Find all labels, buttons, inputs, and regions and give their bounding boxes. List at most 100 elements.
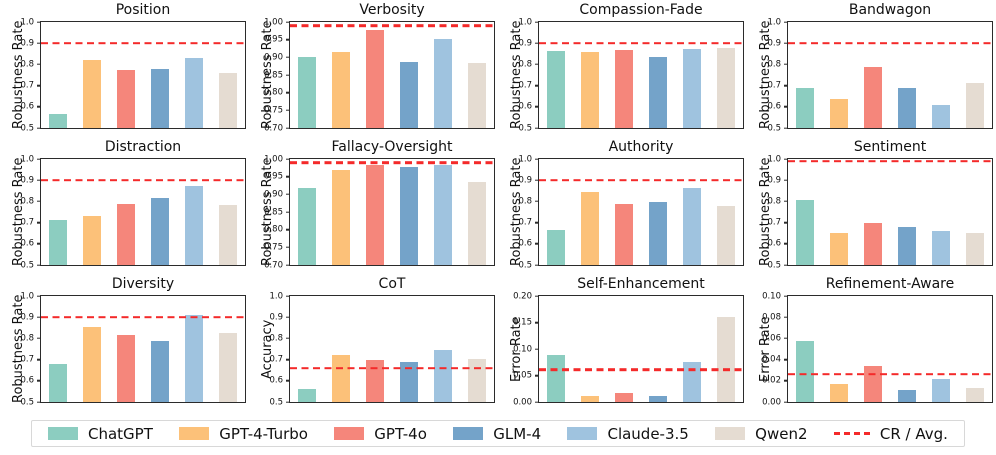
chart-title: Diversity	[111, 276, 175, 292]
bar-slot-qwen2	[211, 22, 245, 128]
y-tick-label: 1.0	[20, 290, 34, 301]
subplot-bandwagon: Bandwagon Robustness Rate 0.5 0.6 0.7 0.8 0.9 1…	[747, 0, 996, 137]
legend-label: GPT-4o	[374, 424, 427, 443]
y-tick-mark	[286, 295, 290, 297]
y-tick-mark	[286, 193, 290, 196]
y-tick-label: 0.8	[518, 59, 532, 70]
y-tick-mark	[286, 228, 290, 231]
y-tick-label: 0.06	[762, 333, 781, 344]
bar-chatgpt	[547, 355, 565, 402]
y-tick-mark	[286, 158, 290, 160]
bars-group	[539, 159, 743, 265]
bar-gpt-4o	[615, 393, 633, 402]
bar-gpt-4o	[366, 30, 384, 128]
y-tick-label: 0.00	[762, 396, 781, 407]
y-tick-mark	[286, 56, 290, 59]
bars-group	[539, 22, 743, 128]
bar-slot-glm-4	[890, 296, 924, 402]
plot-area: 0.5 0.6 0.7 0.8 0.9 1.0	[269, 292, 495, 406]
y-tick-label: 1.0	[767, 153, 781, 164]
bar-slot-gpt-4o	[607, 22, 641, 128]
y-tick-label: 1.0	[269, 290, 283, 301]
y-tick-mark	[784, 84, 788, 87]
subplot-sentiment: Sentiment Robustness Rate 0.5 0.6 0.7 0.8 0.9 1…	[747, 137, 996, 274]
plot-area: 0.5 0.6 0.7 0.8 0.9 1.0	[20, 292, 246, 406]
y-tick-mark	[37, 106, 41, 108]
y-tick-mark	[784, 106, 788, 108]
bar-slot-chatgpt	[290, 296, 324, 402]
y-tick-mark	[286, 337, 290, 340]
y-tick-mark	[535, 374, 539, 377]
bar-slot-glm-4	[143, 22, 177, 128]
bar-slot-glm-4	[890, 159, 924, 265]
y-tick-label: 0.8	[767, 196, 781, 207]
y-tick-label: 0.6	[20, 101, 34, 112]
y-tick-mark	[286, 358, 290, 361]
bar-slot-claude-3-5	[177, 159, 211, 265]
bar-slot-gpt-4-turbo	[75, 22, 109, 128]
plot-area: 0.00 0.02 0.04 0.06 0.08 0.10	[762, 292, 993, 406]
y-tick-mark	[37, 63, 41, 66]
reference-dashed-line	[539, 42, 743, 45]
bar-slot-qwen2	[709, 22, 743, 128]
bar-slot-qwen2	[211, 159, 245, 265]
y-tick-mark	[286, 21, 290, 23]
subplot-fallacy-oversight: Fallacy-Oversight Robustness Rate 0.70 0.75…	[249, 137, 498, 274]
y-tick-mark	[784, 264, 788, 266]
y-tick-label: 0.95	[264, 171, 283, 182]
bar-slot-chatgpt	[539, 159, 573, 265]
bar-slot-claude-3-5	[675, 296, 709, 402]
bar-slot-chatgpt	[788, 22, 822, 128]
y-tick-label: 0.00	[513, 396, 532, 407]
bar-slot-qwen2	[958, 22, 992, 128]
bar-slot-gpt-4o	[607, 159, 641, 265]
legend-item-glm-4: GLM-4	[453, 425, 541, 443]
y-tick-label: 0.5	[20, 396, 34, 407]
y-tick-label: 0.75	[264, 242, 283, 253]
subplot-compassion-fade: Compassion-Fade Robustness Rate 0.5 0.6 0.7 0…	[498, 0, 747, 137]
y-tick-mark	[535, 63, 539, 66]
y-tick-label: 0.8	[518, 196, 532, 207]
bar-slot-chatgpt	[788, 296, 822, 402]
y-tick-label: 0.8	[20, 196, 34, 207]
bar-gpt-4-turbo	[581, 52, 599, 128]
bar-qwen2	[219, 72, 237, 128]
y-tick-label: 0.9	[20, 174, 34, 185]
y-tick-mark	[784, 42, 788, 44]
bar-gpt-4-turbo	[332, 355, 350, 402]
bar-gpt-4o	[864, 66, 882, 128]
bar-slot-claude-3-5	[675, 22, 709, 128]
legend-swatch-icon	[715, 427, 746, 440]
y-tick-label: 0.6	[518, 238, 532, 249]
bar-slot-gpt-4-turbo	[573, 296, 607, 402]
y-tick-mark	[784, 380, 788, 382]
y-tick-mark	[535, 221, 539, 224]
bar-claude-3-5	[932, 104, 950, 128]
y-tick-mark	[37, 264, 41, 266]
bar-claude-3-5	[932, 231, 950, 265]
bar-qwen2	[966, 388, 984, 402]
subplot-position: Position Robustness Rate 0.5 0.6 0.7 0.8 0.9 1.…	[0, 0, 249, 137]
bar-slot-qwen2	[460, 22, 494, 128]
bar-slot-chatgpt	[41, 22, 75, 128]
bar-glm-4	[400, 61, 418, 128]
bar-qwen2	[468, 181, 486, 265]
y-tick-mark	[535, 200, 539, 203]
bar-qwen2	[468, 63, 486, 128]
bar-slot-claude-3-5	[426, 22, 460, 128]
bar-slot-claude-3-5	[924, 22, 958, 128]
bar-slot-glm-4	[641, 159, 675, 265]
plot-area: 0.00 0.05 0.10 0.15 0.20	[513, 292, 744, 406]
bars-group	[539, 296, 743, 402]
y-tick-mark	[286, 211, 290, 213]
reference-dashed-line	[539, 368, 743, 371]
legend-label: GLM-4	[493, 424, 542, 443]
y-tick-label: 0.8	[20, 59, 34, 70]
y-tick-label: 1.0	[518, 153, 532, 164]
bar-chatgpt	[298, 389, 316, 402]
bar-slot-gpt-4o	[856, 159, 890, 265]
y-tick-label: 0.9	[518, 37, 532, 48]
y-tick-mark	[37, 158, 41, 160]
bar-slot-gpt-4o	[358, 159, 392, 265]
y-tick-mark	[37, 295, 41, 297]
